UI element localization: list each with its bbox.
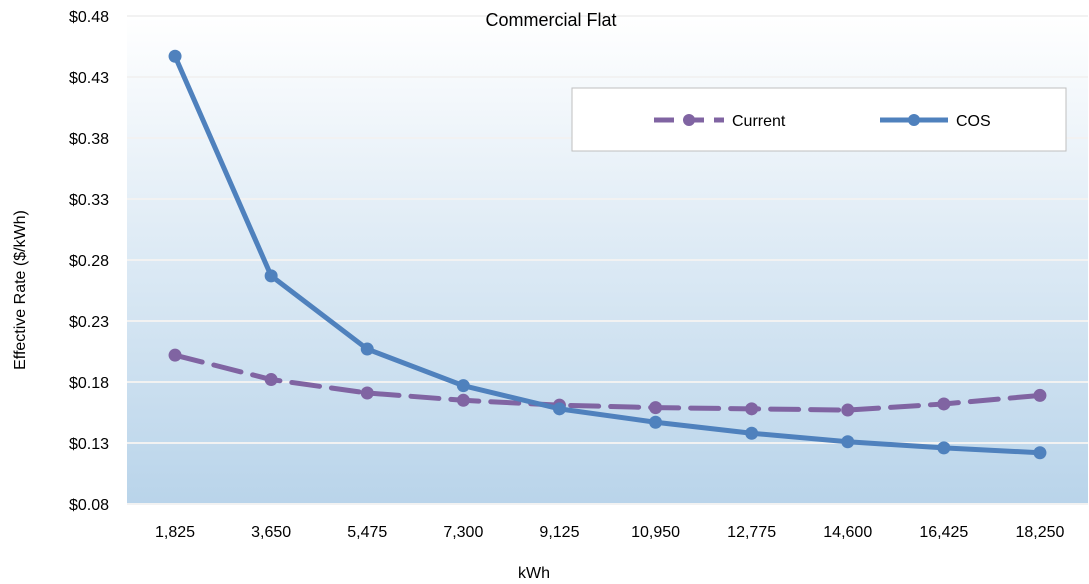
legend: Current COS: [571, 87, 1067, 152]
y-tick-label: $0.38: [69, 131, 109, 148]
x-tick-label: 7,300: [443, 524, 483, 541]
y-tick-label: $0.08: [69, 497, 109, 514]
data-point-cos: [360, 342, 374, 356]
data-point-current: [1033, 388, 1047, 402]
legend-marker-current: [683, 114, 695, 126]
data-point-current: [841, 403, 855, 417]
x-tick-label: 12,775: [727, 524, 776, 541]
y-tick-label: $0.33: [69, 192, 109, 209]
data-point-cos: [264, 269, 278, 283]
series-line-current: [172, 352, 1043, 413]
data-point-current: [649, 401, 663, 415]
y-tick-label: $0.43: [69, 70, 109, 87]
data-point-current: [360, 386, 374, 400]
series-layer: [168, 49, 1047, 460]
data-point-cos: [745, 426, 759, 440]
x-tick-label: 1,825: [155, 524, 195, 541]
y-tick-label: $0.48: [69, 9, 109, 26]
y-axis-title: Effective Rate ($/kWh): [12, 210, 29, 370]
x-tick-label: 5,475: [347, 524, 387, 541]
y-tick-label: $0.28: [69, 253, 109, 270]
legend-box: [571, 87, 1067, 152]
y-tick-labels: $0.08 $0.13 $0.18 $0.23 $0.28 $0.33 $0.38 $0.43…: [69, 9, 109, 514]
data-point-current: [745, 402, 759, 416]
data-point-cos: [1033, 446, 1047, 460]
x-axis-title: kWh: [518, 565, 550, 582]
data-point-current: [168, 348, 182, 362]
legend-label-current: Current: [732, 113, 786, 130]
y-tick-label: $0.18: [69, 375, 109, 392]
data-point-current: [264, 373, 278, 387]
x-tick-label: 14,600: [823, 524, 872, 541]
data-point-current: [937, 397, 951, 411]
x-tick-label: 16,425: [919, 524, 968, 541]
data-point-cos: [456, 379, 470, 393]
x-tick-label: 18,250: [1015, 524, 1064, 541]
chart-title: Commercial Flat: [485, 10, 616, 30]
x-tick-label: 10,950: [631, 524, 680, 541]
x-tick-label: 9,125: [539, 524, 579, 541]
x-tick-labels: 1,825 3,650 5,475 7,300 9,125 10,950 12,775 14,…: [155, 524, 1064, 541]
x-tick-label: 3,650: [251, 524, 291, 541]
data-point-cos: [552, 402, 566, 416]
legend-label-cos: COS: [956, 113, 991, 130]
data-point-cos: [168, 49, 182, 63]
data-point-cos: [841, 435, 855, 449]
legend-marker-cos: [908, 114, 920, 126]
y-tick-label: $0.23: [69, 314, 109, 331]
data-point-current: [456, 393, 470, 407]
data-point-cos: [649, 415, 663, 429]
series-line-cos: [172, 53, 1043, 456]
data-point-cos: [937, 441, 951, 455]
y-tick-label: $0.13: [69, 436, 109, 453]
